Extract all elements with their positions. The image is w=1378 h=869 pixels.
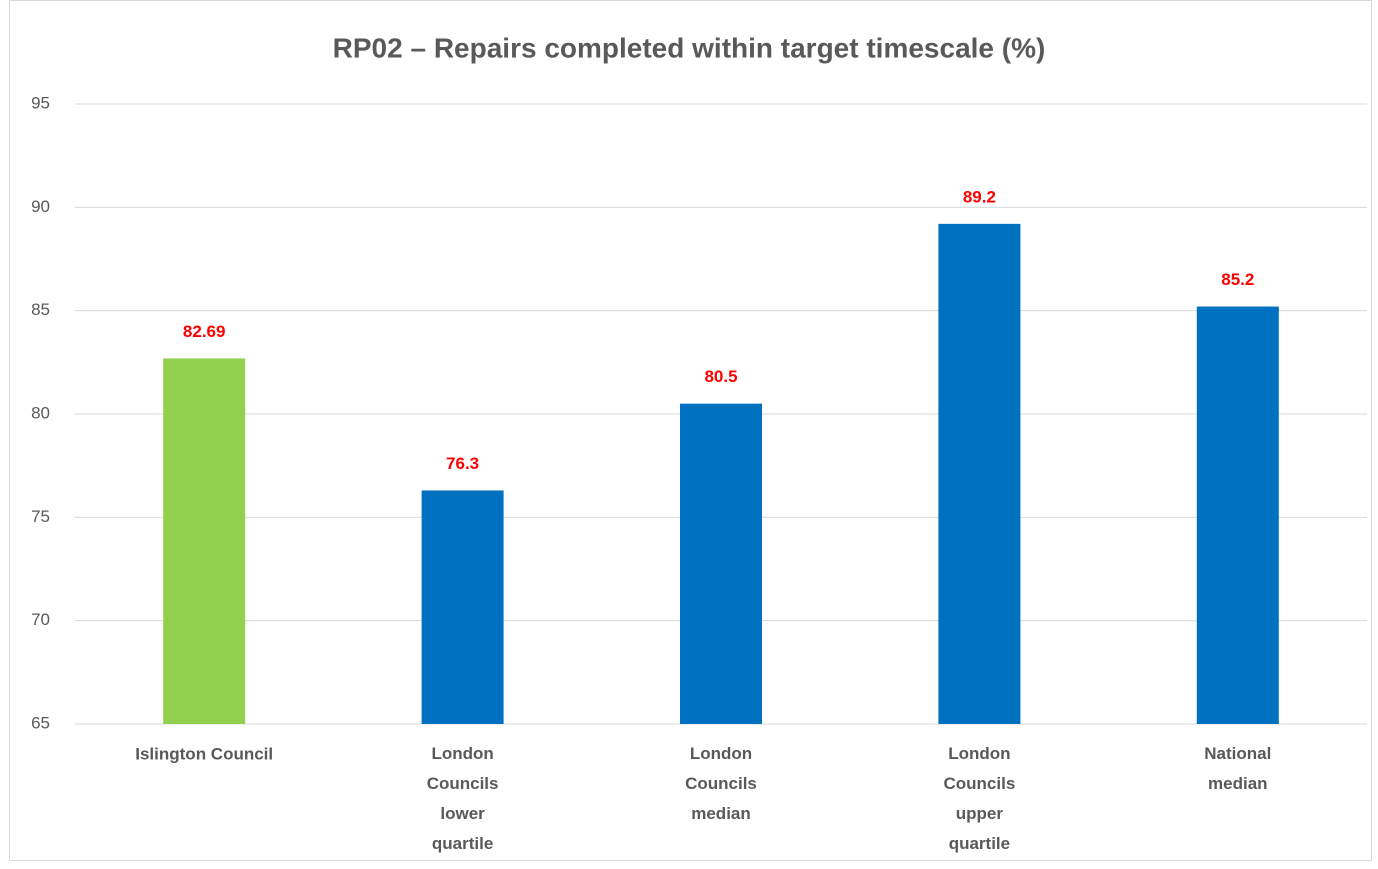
y-tick-label: 75 xyxy=(31,507,50,526)
value-label: 76.3 xyxy=(446,454,479,473)
y-tick-label: 65 xyxy=(31,713,50,732)
value-label: 82.69 xyxy=(183,322,226,341)
x-tick-label: London Councils upper quartile xyxy=(944,744,1016,853)
y-tick-label: 90 xyxy=(31,197,50,216)
value-label: 89.2 xyxy=(963,187,996,206)
bar xyxy=(163,358,246,724)
value-label: 80.5 xyxy=(704,367,737,386)
value-label: 85.2 xyxy=(1221,270,1254,289)
y-tick-label: 70 xyxy=(31,610,50,629)
bar xyxy=(421,490,504,724)
bar xyxy=(680,403,762,724)
x-tick-label: London Councils lower quartile xyxy=(427,744,499,853)
bar xyxy=(938,223,1021,724)
y-tick-label: 85 xyxy=(31,300,50,319)
x-tick-label: Islington Council xyxy=(135,744,273,763)
chart-title: RP02 – Repairs completed within target t… xyxy=(333,32,1046,63)
x-tick-label: National median xyxy=(1204,744,1271,793)
bar xyxy=(1196,306,1279,724)
y-tick-label: 80 xyxy=(31,403,50,422)
x-tick-label: London Councils median xyxy=(685,744,757,823)
y-tick-label: 95 xyxy=(31,93,50,112)
